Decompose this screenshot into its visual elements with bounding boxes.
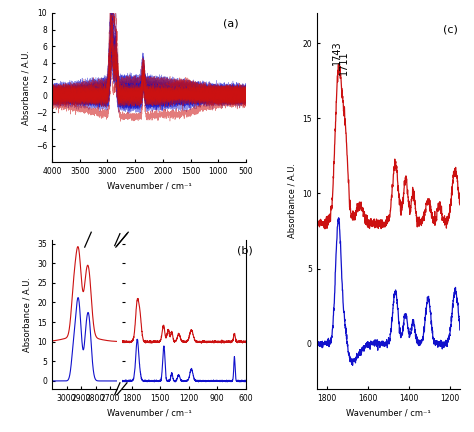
Text: (a): (a)	[223, 19, 238, 29]
Text: 1743: 1743	[332, 40, 342, 65]
Y-axis label: Absorbance / A.U.: Absorbance / A.U.	[21, 50, 30, 125]
X-axis label: Wavenumber / cm⁻¹: Wavenumber / cm⁻¹	[107, 181, 191, 191]
Text: Wavenumber / cm⁻¹: Wavenumber / cm⁻¹	[107, 408, 191, 417]
Text: (b): (b)	[237, 246, 253, 256]
Text: 1711: 1711	[338, 51, 348, 75]
Y-axis label: Absorbance / A.U.: Absorbance / A.U.	[288, 163, 297, 238]
Text: (c): (c)	[443, 24, 457, 34]
X-axis label: Wavenumber / cm⁻¹: Wavenumber / cm⁻¹	[346, 408, 430, 417]
Y-axis label: Absorbance / A.U.: Absorbance / A.U.	[23, 277, 32, 352]
